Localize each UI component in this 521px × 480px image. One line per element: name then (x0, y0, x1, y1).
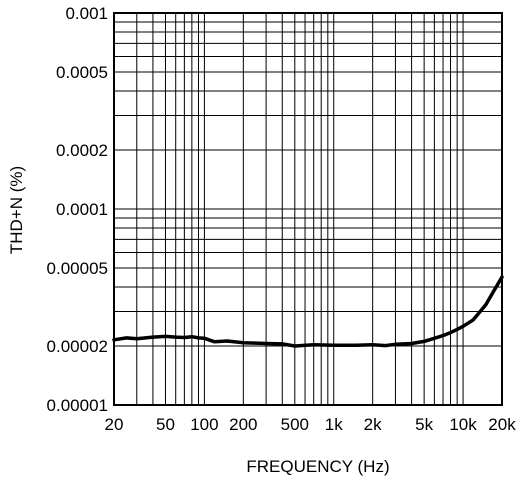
y-tick-label: 0.0002 (56, 141, 108, 160)
series-line (112, 275, 504, 348)
x-tick-label: 1k (325, 415, 343, 434)
plot-frame (113, 12, 503, 406)
x-tick-label: 100 (190, 415, 218, 434)
x-tick-label: 50 (156, 415, 175, 434)
y-tick-label: 0.00005 (47, 259, 108, 278)
x-axis-title: FREQUENCY (Hz) (246, 457, 389, 476)
y-tick-label: 0.00001 (47, 396, 108, 415)
y-tick-label: 0.001 (65, 4, 108, 23)
y-tick-label: 0.00002 (47, 337, 108, 356)
y-tick-label: 0.0005 (56, 63, 108, 82)
x-tick-label: 200 (229, 415, 257, 434)
y-tick-label: 0.0001 (56, 200, 108, 219)
x-tick-label: 20 (105, 415, 124, 434)
y-tick-labels: 0.001 0.0005 0.0002 0.0001 0.00005 0.00002 0.0… (47, 4, 108, 415)
x-tick-label: 20k (488, 415, 516, 434)
x-tick-label: 2k (364, 415, 382, 434)
x-tick-label: 500 (281, 415, 309, 434)
x-tick-labels: 20 50 100 200 500 1k 2k 5k 10k 20k (105, 415, 517, 434)
data-series (112, 275, 504, 348)
x-tick-label: 5k (415, 415, 433, 434)
x-tick-label: 10k (449, 415, 477, 434)
y-axis-title: THD+N (%) (7, 166, 26, 254)
